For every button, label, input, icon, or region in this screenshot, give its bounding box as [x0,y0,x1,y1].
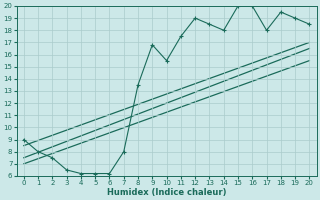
X-axis label: Humidex (Indice chaleur): Humidex (Indice chaleur) [107,188,226,197]
